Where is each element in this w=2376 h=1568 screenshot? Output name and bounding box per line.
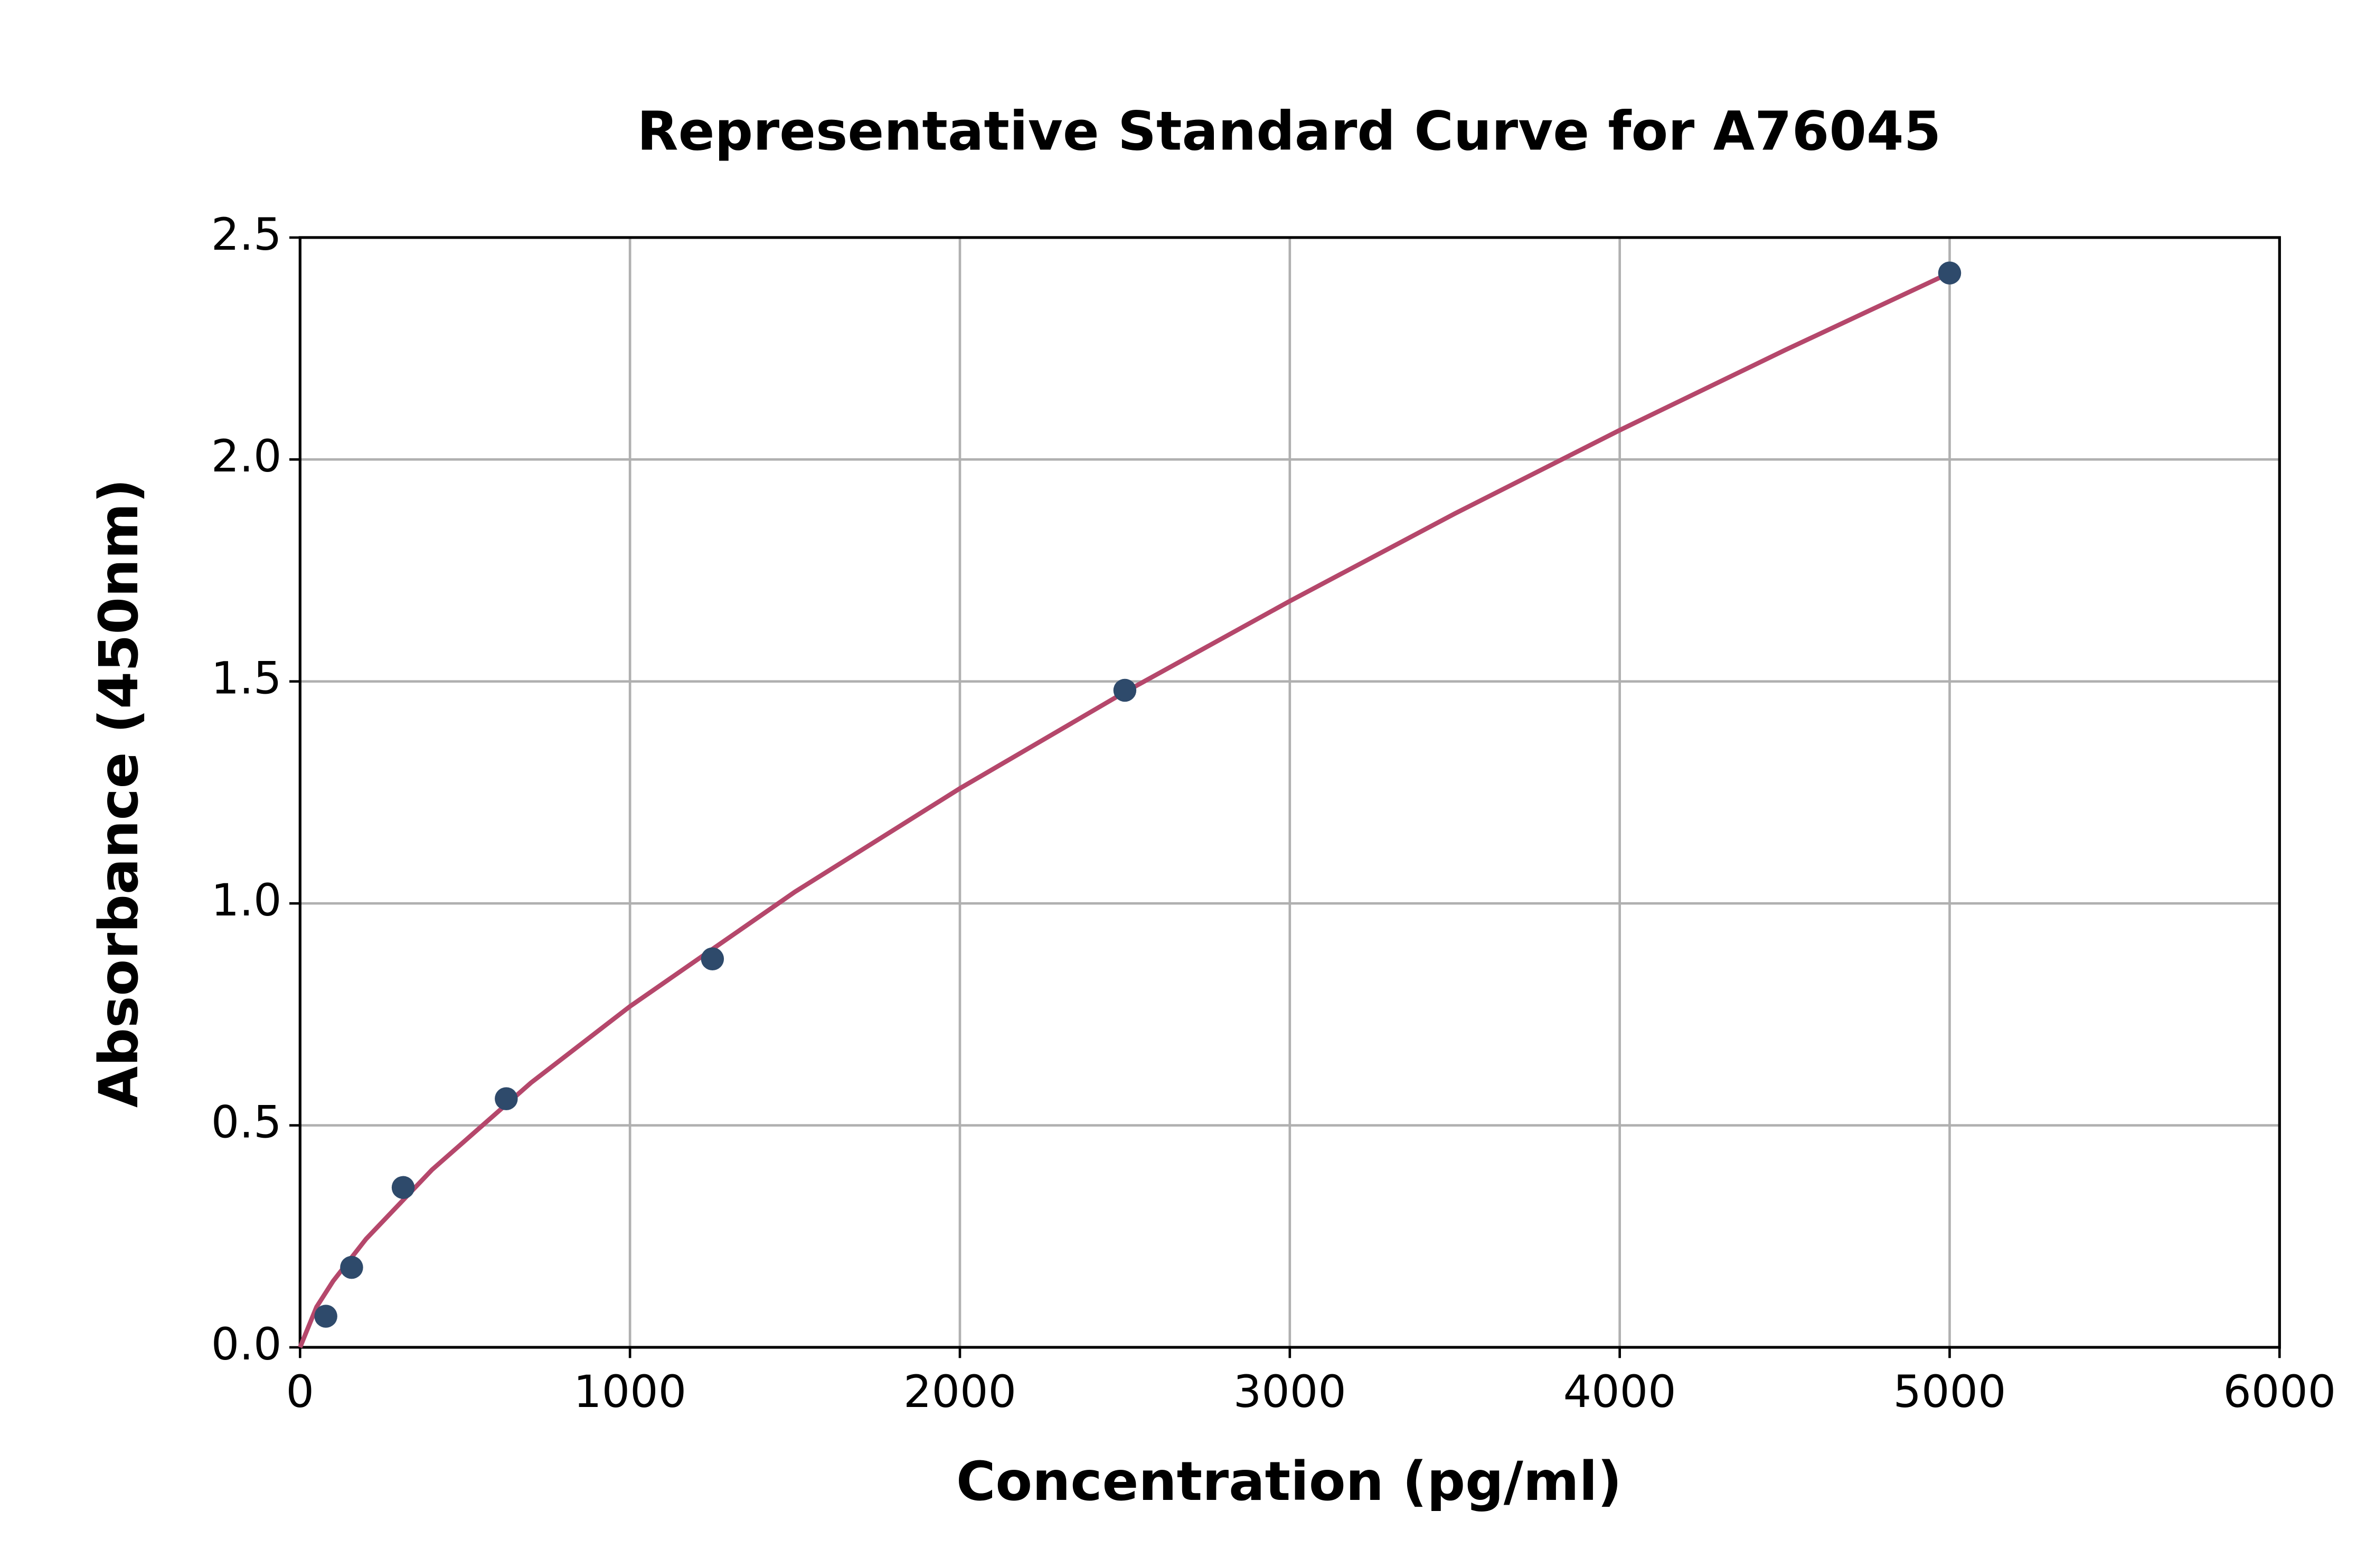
- plot-frame: [298, 236, 2281, 1349]
- data-point: [701, 947, 724, 971]
- y-axis-label: Absorbance (450nm): [88, 479, 150, 1108]
- fit-curve: [298, 271, 1951, 1348]
- x-tick-label: 6000: [2223, 1366, 2336, 1418]
- x-tick-label: 4000: [1563, 1366, 1676, 1418]
- x-tick-label: 5000: [1893, 1366, 2006, 1418]
- x-tick-label: 3000: [1233, 1366, 1346, 1418]
- data-point: [391, 1176, 415, 1199]
- y-tick-label: 0.0: [211, 1318, 282, 1370]
- data-point: [495, 1087, 518, 1110]
- x-tick-label: 0: [286, 1366, 315, 1418]
- y-tick-label: 0.5: [211, 1097, 282, 1148]
- data-point: [314, 1305, 337, 1328]
- y-tick-label: 1.0: [211, 874, 282, 926]
- x-tick-label: 1000: [573, 1366, 686, 1418]
- data-point: [1113, 678, 1137, 702]
- data-point: [1938, 261, 1962, 285]
- y-tick-label: 2.5: [211, 209, 282, 260]
- data-point: [340, 1255, 363, 1279]
- x-axis-label: Concentration (pg/ml): [956, 1450, 1622, 1513]
- chart-title: Representative Standard Curve for A76045: [637, 100, 1941, 162]
- x-tick-label: 2000: [903, 1366, 1016, 1418]
- y-tick-label: 1.5: [211, 653, 282, 704]
- y-tick-label: 2.0: [211, 430, 282, 482]
